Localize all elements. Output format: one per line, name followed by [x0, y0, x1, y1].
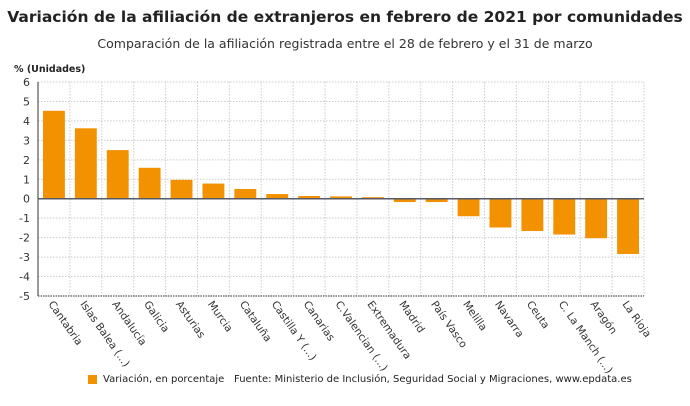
- x-tick-label: Madrid: [396, 299, 427, 335]
- y-tick-label: -2: [19, 232, 30, 245]
- bar: [298, 196, 321, 199]
- bar: [170, 179, 193, 199]
- bar: [330, 196, 352, 199]
- x-tick-label: La Rioja: [620, 299, 654, 340]
- bar: [43, 110, 65, 199]
- x-tick-label: Ceuta: [524, 299, 552, 331]
- legend-swatch: [88, 375, 97, 384]
- y-tick-label: 1: [23, 173, 30, 186]
- bar: [617, 198, 639, 254]
- bar: [489, 198, 512, 228]
- y-tick-label: 5: [23, 95, 30, 108]
- bar: [521, 198, 544, 232]
- x-tick-label: Galicia: [141, 299, 171, 335]
- x-tick-label: Melilla: [460, 299, 489, 333]
- y-tick-label: 2: [23, 154, 30, 167]
- x-tick-label: Navarra: [492, 299, 526, 340]
- y-tick-label: -4: [19, 271, 30, 284]
- bar: [106, 150, 129, 199]
- x-tick-label: Aragón: [588, 299, 619, 337]
- y-tick-label: 3: [23, 134, 30, 147]
- y-tick-label: 6: [23, 76, 30, 89]
- bar: [553, 198, 576, 235]
- bar: [74, 128, 97, 199]
- chart-title: Variación de la afiliación de extranjero…: [7, 8, 683, 26]
- bar: [361, 197, 384, 199]
- x-tick-label: Murcia: [205, 299, 235, 335]
- bar: [138, 167, 161, 199]
- chart-subtitle: Comparación de la afiliación registrada …: [97, 36, 593, 51]
- bar: [585, 198, 608, 239]
- bar: [266, 194, 289, 199]
- y-tick-label: 4: [23, 115, 30, 128]
- bar: [202, 183, 225, 199]
- bar: [457, 198, 480, 217]
- x-tick-label: Cataluña: [237, 299, 274, 344]
- source-note: Fuente: Ministerio de Inclusión, Segurid…: [234, 374, 632, 385]
- legend-label: Variación, en porcentaje: [103, 374, 225, 385]
- x-tick-label: Asturias: [173, 299, 207, 341]
- y-tick-label: -3: [19, 251, 30, 264]
- bar: [393, 198, 416, 203]
- y-axis-label: % (Unidades): [14, 64, 86, 75]
- bar: [425, 198, 448, 203]
- y-tick-label: -1: [19, 212, 30, 225]
- y-tick-label: -5: [19, 290, 30, 303]
- bar: [234, 189, 257, 199]
- legend: Variación, en porcentaje: [88, 374, 224, 385]
- y-tick-label: 0: [23, 193, 30, 206]
